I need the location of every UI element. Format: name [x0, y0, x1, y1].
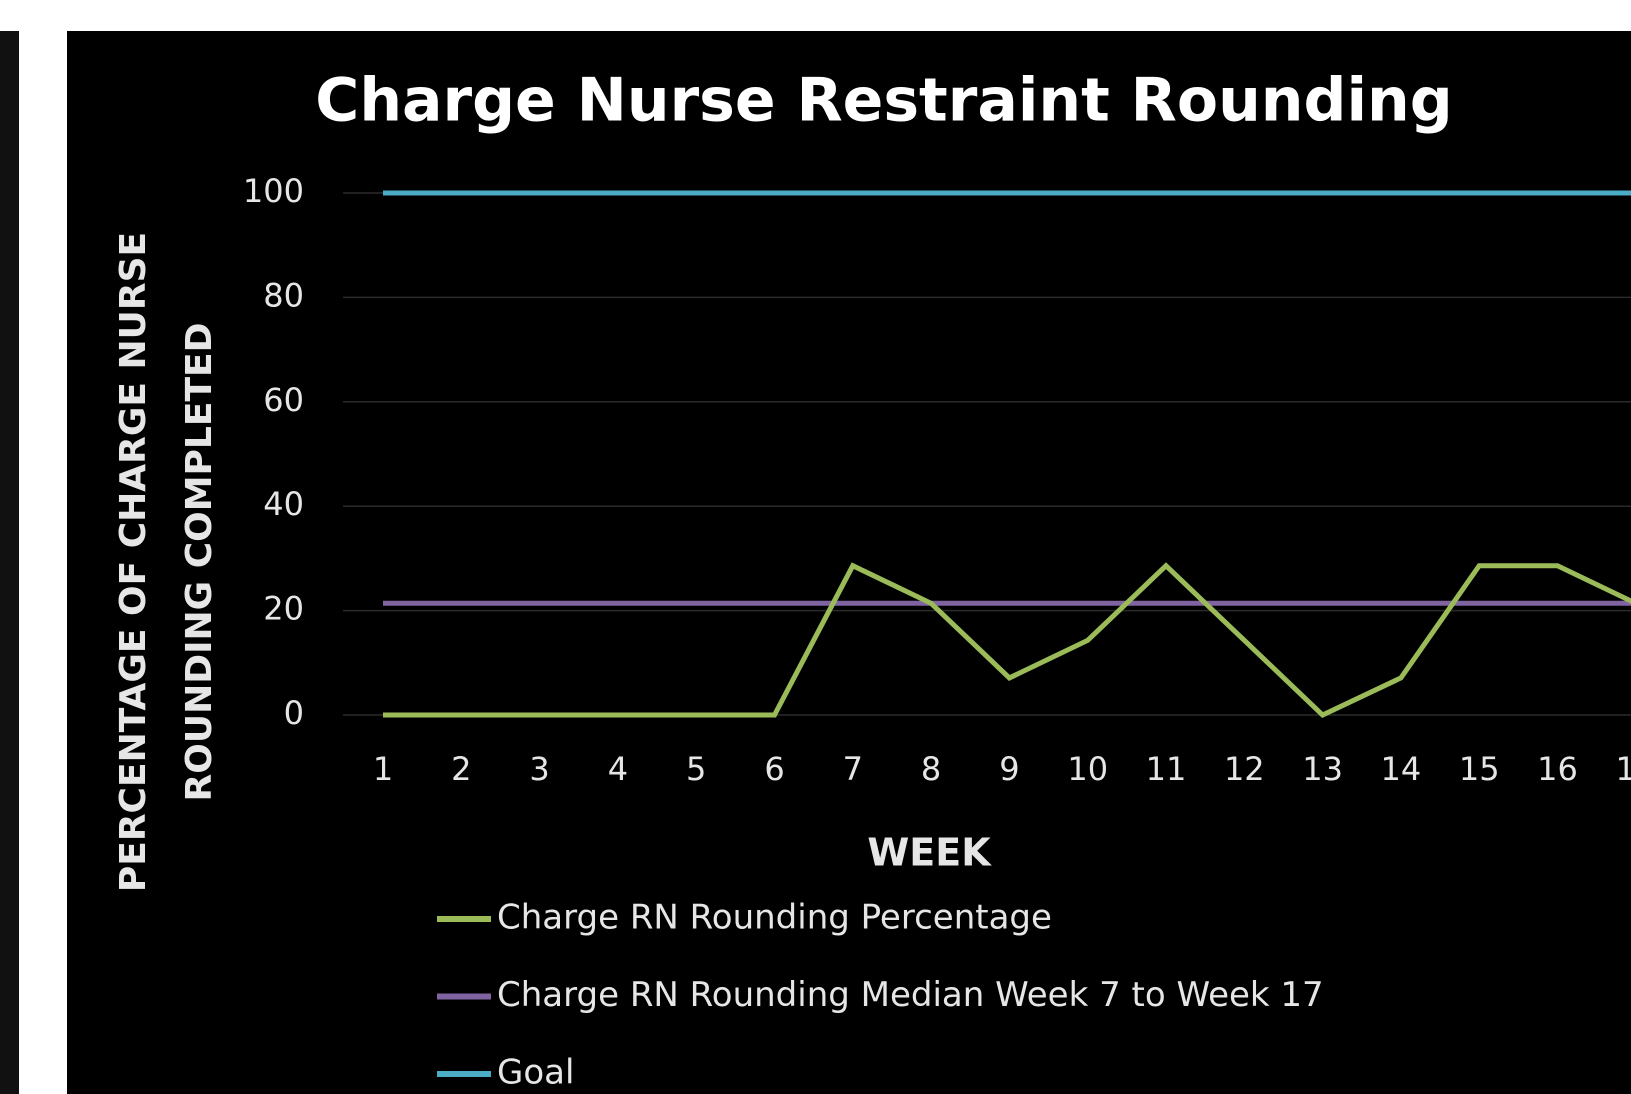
y-tick-label: 0: [284, 694, 304, 732]
x-tick-label: 14: [1381, 750, 1422, 788]
x-tick-label: 15: [1459, 750, 1500, 788]
x-tick-label: 6: [764, 750, 784, 788]
side-strip: [0, 31, 19, 1094]
x-axis-title: WEEK: [867, 831, 992, 875]
y-axis-title-line: PERCENTAGE OF CHARGE NURSE: [113, 232, 154, 892]
legend-label: Goal: [497, 1053, 574, 1093]
x-tick-label: 5: [686, 750, 706, 788]
x-tick-label: 13: [1302, 750, 1343, 788]
y-tick-label: 80: [263, 276, 304, 314]
x-tick-label: 10: [1067, 750, 1108, 788]
x-tick-label: 3: [529, 750, 549, 788]
x-tick-label: 4: [608, 750, 628, 788]
x-tick-label: 7: [843, 750, 863, 788]
y-tick-label: 40: [263, 485, 304, 523]
y-axis-title: PERCENTAGE OF CHARGE NURSE ROUNDING COMP…: [113, 232, 220, 892]
y-tick-label: 20: [263, 590, 304, 628]
x-tick-label: 8: [921, 750, 941, 788]
y-tick-label: 100: [243, 172, 304, 210]
x-tick-label: 17: [1615, 750, 1631, 788]
chart-panel: [67, 31, 1631, 1094]
chart-title: Charge Nurse Restraint Rounding: [315, 66, 1452, 136]
y-axis-title-line: ROUNDING COMPLETED: [179, 323, 220, 802]
x-tick-label: 9: [999, 750, 1019, 788]
x-tick-label: 12: [1224, 750, 1265, 788]
series-line: [383, 562, 1631, 718]
x-tick-label: 1: [373, 750, 393, 788]
x-tick-label: 11: [1146, 750, 1187, 788]
legend-label: Charge RN Rounding Median Week 7 to Week…: [497, 975, 1324, 1015]
legend-label: Charge RN Rounding Percentage: [497, 898, 1052, 938]
x-tick-label: 2: [451, 750, 471, 788]
x-tick-label: 16: [1537, 750, 1578, 788]
y-tick-label: 60: [263, 381, 304, 419]
